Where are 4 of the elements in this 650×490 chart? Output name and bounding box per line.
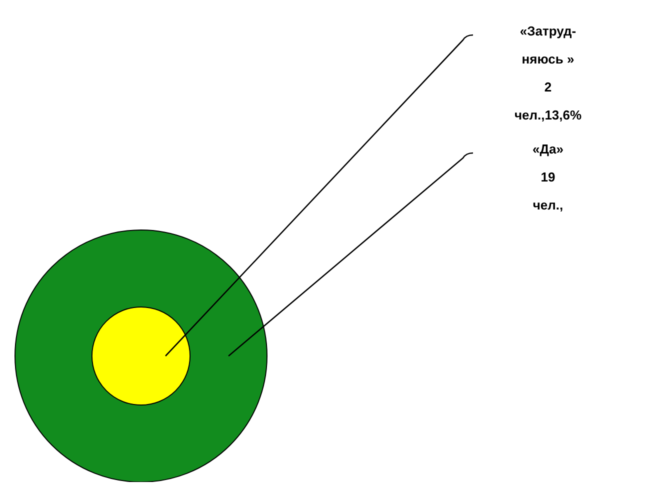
data-label: 19 чел., xyxy=(532,170,564,213)
category-label: «Затруд-няюсь » xyxy=(520,24,576,67)
data-label: 2 чел.,13,6% xyxy=(514,80,582,123)
category-label: «Да» xyxy=(532,142,564,157)
